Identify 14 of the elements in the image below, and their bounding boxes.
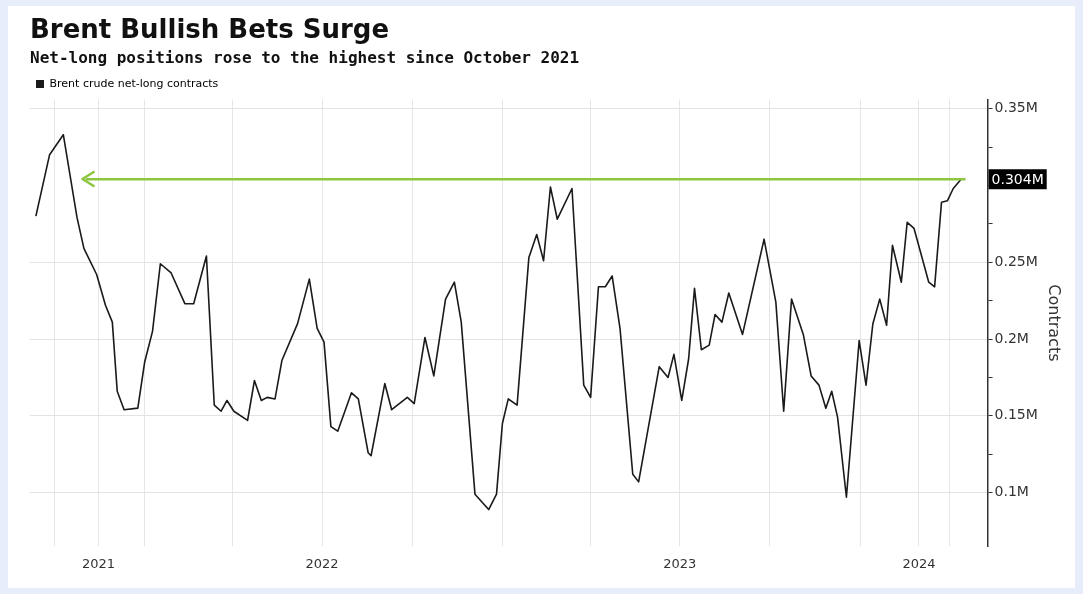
y-tick-label: 0.15M bbox=[994, 406, 1038, 423]
y-tick-label: 0.35M bbox=[994, 99, 1038, 116]
y-tick-label: 0.1M bbox=[994, 483, 1029, 500]
chart-subtitle: Net-long positions rose to the highest since October 2021 bbox=[30, 47, 580, 67]
x-tick-label: 2024 bbox=[902, 555, 936, 571]
x-tick-label: 2021 bbox=[82, 555, 116, 571]
x-tick-label: 2023 bbox=[663, 555, 697, 571]
ref-line-label: 0.304M bbox=[991, 170, 1044, 187]
legend-label: Brent crude net-long contracts bbox=[49, 76, 219, 90]
chart-title: Brent Bullish Bets Surge bbox=[30, 14, 390, 45]
x-tick-label: 2022 bbox=[305, 555, 339, 571]
y-tick-label: 0.2M bbox=[994, 329, 1029, 346]
y-tick-label: 0.25M bbox=[994, 252, 1038, 269]
y-axis-title: Contracts bbox=[1045, 284, 1065, 362]
